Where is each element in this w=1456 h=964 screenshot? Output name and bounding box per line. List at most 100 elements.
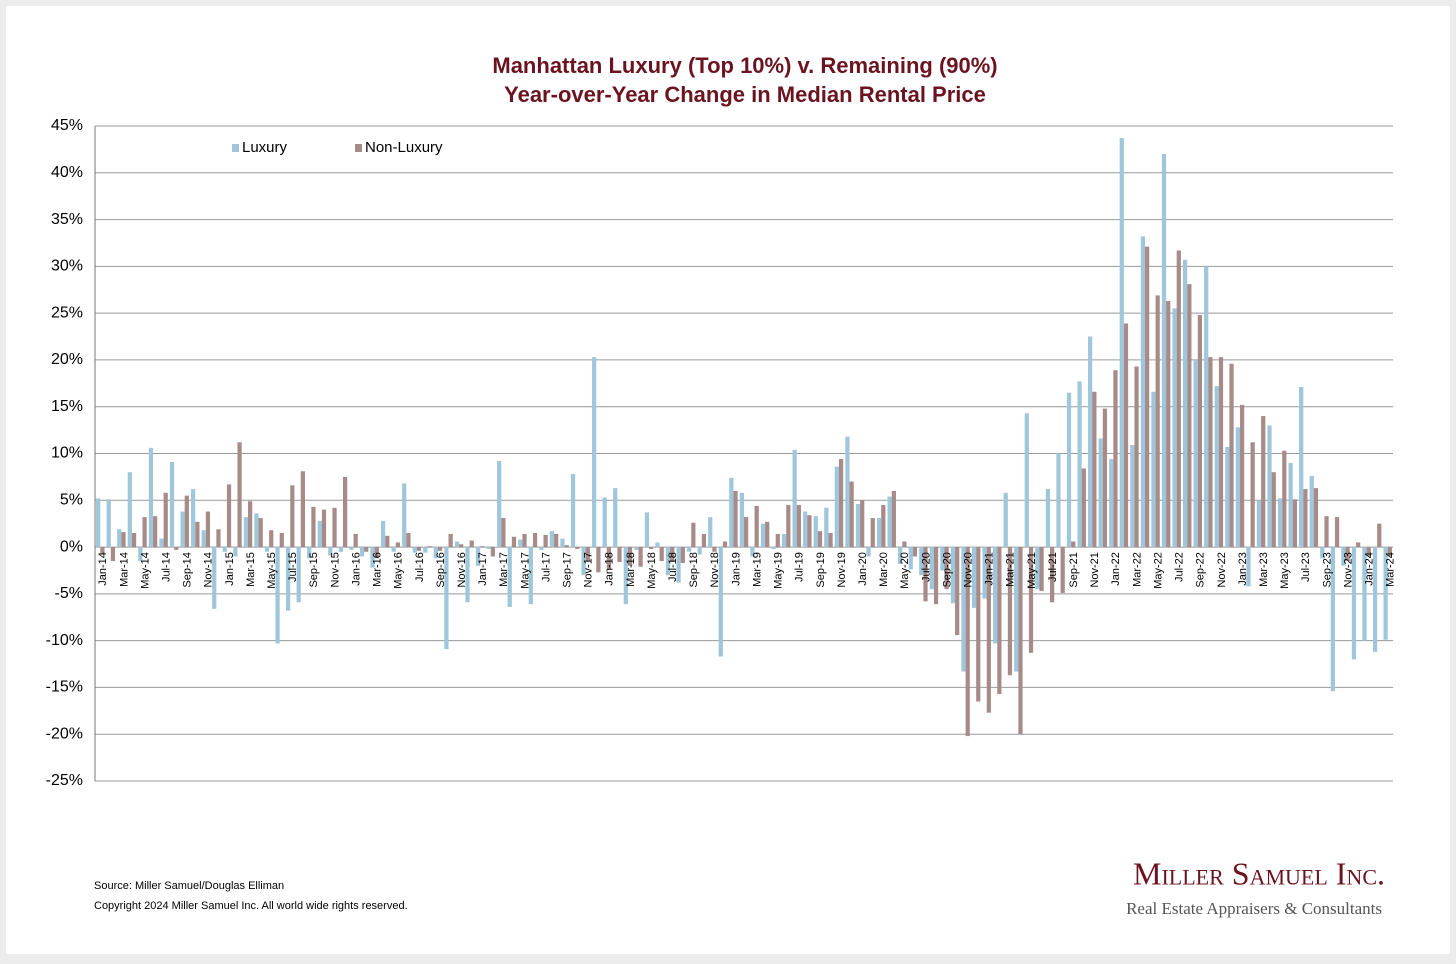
bar (834, 466, 839, 548)
y-tick-label: -15% (46, 679, 83, 696)
bar (993, 547, 998, 644)
bar (923, 547, 928, 602)
bar (258, 518, 263, 548)
bar (754, 505, 759, 548)
x-tick-label: Jan-20 (857, 552, 869, 586)
bar (480, 546, 485, 548)
bar (254, 513, 259, 548)
bar (1309, 475, 1314, 548)
bar (659, 547, 664, 562)
bar (279, 533, 284, 548)
x-tick-label: Mar-15 (245, 552, 257, 587)
bar (1383, 547, 1388, 640)
bar (174, 547, 179, 550)
x-tick-label: May-23 (1279, 552, 1291, 589)
bar (465, 547, 470, 603)
bar (606, 547, 612, 570)
x-tick-label: Jan-21 (984, 552, 996, 586)
x-tick-label: Jul-18 (667, 552, 679, 582)
x-tick-label: Mar-18 (625, 552, 637, 587)
bar (1172, 308, 1177, 548)
y-tick-label: -25% (46, 772, 83, 789)
bar (1334, 517, 1340, 548)
x-tick-label: Jul-20 (920, 552, 932, 582)
bar (849, 481, 854, 548)
bar (602, 497, 607, 548)
bar (1277, 498, 1283, 548)
bar (670, 547, 675, 563)
bar (976, 547, 981, 702)
bar (1134, 366, 1139, 548)
x-tick-label: Sep-22 (1195, 552, 1207, 587)
x-tick-label: Jul-19 (794, 552, 806, 582)
y-tick-label: 45% (51, 117, 83, 134)
bar (775, 533, 780, 548)
bar (1109, 459, 1114, 548)
bar (1229, 363, 1234, 548)
x-tick-label: Jul-16 (414, 552, 426, 582)
bar (718, 547, 723, 657)
bar (201, 530, 206, 548)
bar (121, 532, 126, 548)
bar (1341, 547, 1346, 566)
x-tick-label: May-15 (266, 552, 278, 589)
x-tick-label: Nov-14 (203, 552, 215, 587)
bar (1256, 500, 1262, 548)
bar (1345, 547, 1350, 562)
bar (427, 546, 432, 548)
bar (781, 533, 787, 548)
x-tick-label: Sep-18 (688, 552, 700, 587)
bar (1320, 547, 1325, 559)
bar (338, 547, 343, 552)
x-tick-label: Jul-15 (287, 552, 299, 582)
bar (955, 547, 960, 636)
bar (855, 504, 861, 548)
bar (828, 533, 833, 548)
bar (813, 516, 818, 548)
bar (342, 476, 348, 548)
x-tick-label: Mar-14 (118, 552, 130, 587)
bar (708, 517, 713, 548)
bar (1225, 446, 1230, 548)
y-tick-label: 20% (51, 351, 83, 368)
bar (944, 547, 949, 590)
bar (1161, 154, 1167, 548)
bar (729, 477, 734, 548)
x-tick-label: Nov-17 (583, 552, 595, 587)
x-tick-label: Jul-17 (540, 552, 552, 582)
bar (570, 474, 576, 548)
bar (1035, 547, 1040, 590)
bar (501, 518, 506, 548)
x-tick-label: May-20 (899, 552, 911, 589)
bar (406, 533, 411, 548)
bar (1288, 462, 1293, 548)
bar (1045, 489, 1051, 548)
bar (216, 529, 221, 548)
bar (117, 529, 122, 548)
x-tick-label: Sep-19 (815, 552, 827, 587)
x-tick-label: Mar-16 (372, 552, 384, 587)
bar (1313, 488, 1319, 548)
y-tick-label: 30% (51, 258, 83, 275)
bar (1372, 547, 1378, 652)
x-tick-label: Nov-15 (329, 552, 341, 587)
bar (1299, 387, 1304, 548)
bar (1145, 246, 1150, 548)
bar (416, 547, 422, 551)
legend-swatch (355, 144, 362, 152)
bar (507, 547, 512, 607)
bar (902, 541, 907, 548)
bar (613, 488, 618, 548)
x-tick-label: Mar-17 (498, 552, 510, 587)
bar (212, 547, 217, 609)
bar (908, 547, 913, 570)
bar (1377, 523, 1382, 548)
bar (222, 547, 227, 552)
bar (617, 547, 622, 563)
bar (549, 531, 555, 548)
bar (370, 547, 375, 568)
bar (1018, 547, 1023, 735)
x-tick-label: Sep-17 (562, 552, 574, 587)
bar (511, 536, 517, 548)
bar (1092, 391, 1097, 548)
